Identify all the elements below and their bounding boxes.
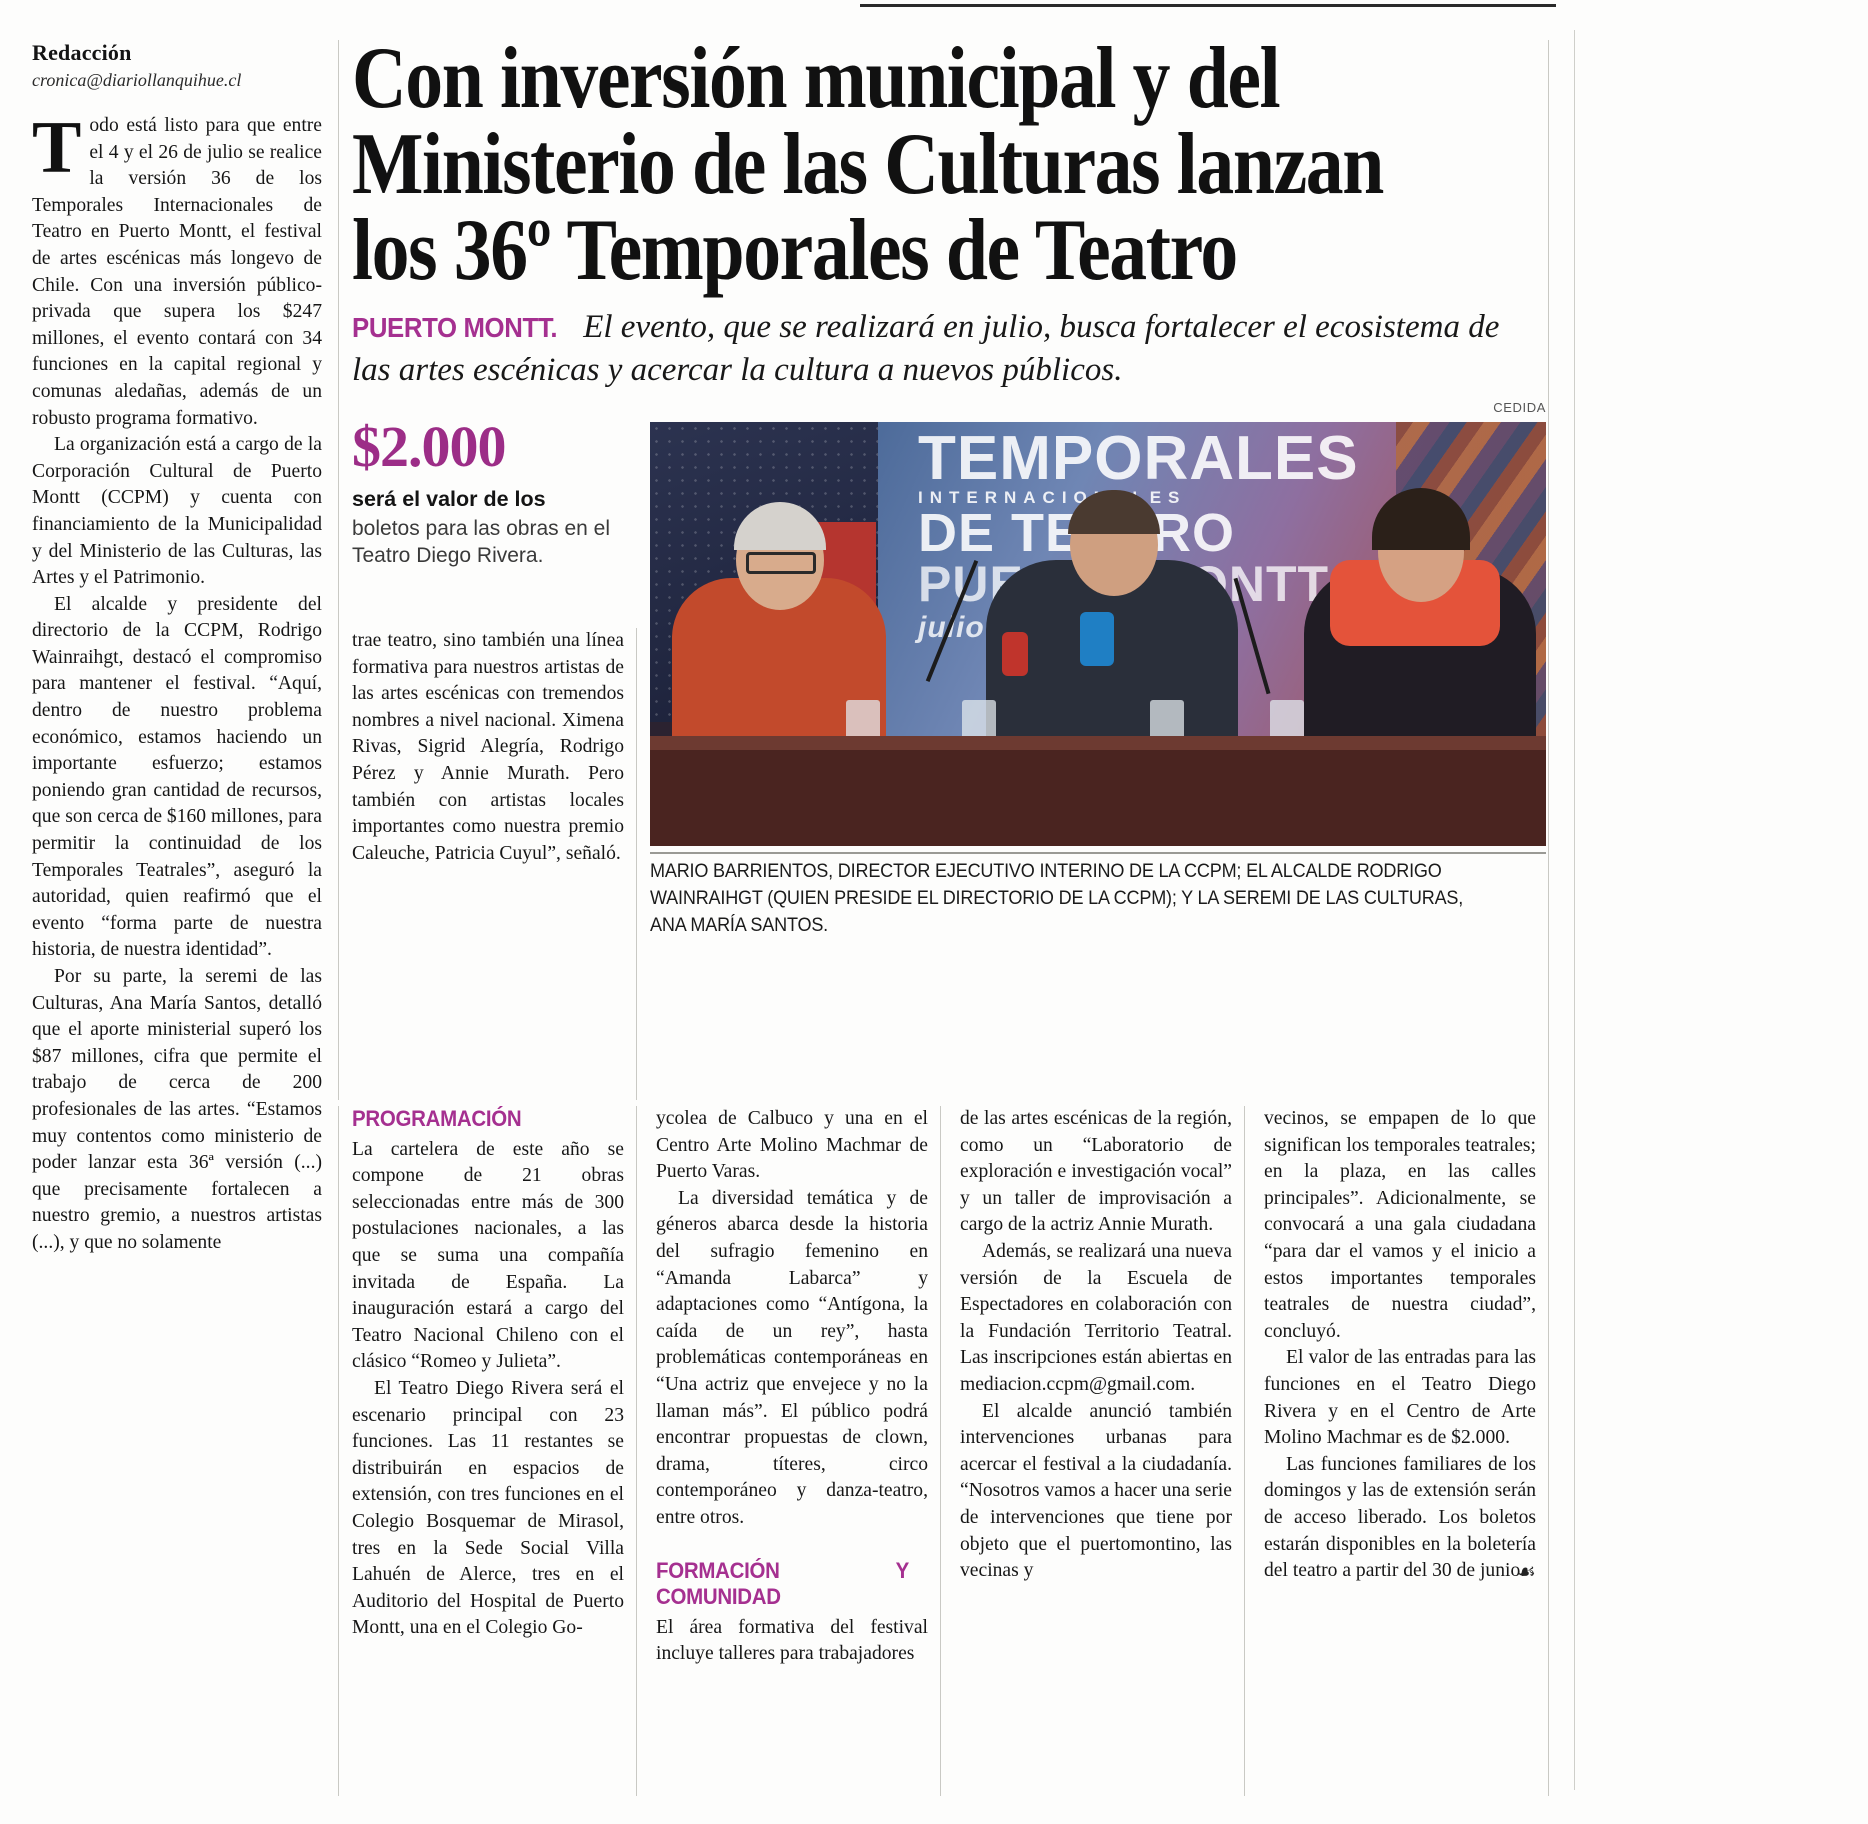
column-rule-2 (636, 628, 637, 1100)
left-column: Redacción cronica@diariollanquihue.cl To… (32, 40, 322, 1257)
article-photo: CEDIDA TEMPORALES INTERNACIONALES DE TEA… (650, 400, 1546, 846)
byline-author: Redacción (32, 40, 132, 65)
article-body-column-1: Todo está listo para que entre el 4 y el… (32, 107, 322, 1257)
microphone-icon (1080, 612, 1114, 666)
microphone-icon (1002, 632, 1028, 676)
column-rule-6 (1244, 1106, 1245, 1796)
lead-text: El evento, que se realizará en julio, bu… (352, 309, 1500, 388)
pullquote-description: boletos para las obras en el Teatro Dieg… (352, 517, 610, 567)
column-rule-1 (338, 40, 339, 1100)
paragraph: Por su parte, la seremi de las Culturas,… (32, 966, 322, 1253)
lower-column-4: vecinos, se empapen de lo que significan… (1264, 1106, 1536, 1668)
adjacent-page-edge (1556, 0, 1868, 1824)
lower-columns: PROGRAMACIÓN La cartelera de este año se… (352, 1106, 1848, 1668)
lower-column-1: PROGRAMACIÓN La cartelera de este año se… (352, 1106, 624, 1668)
lower-column-2: ycolea de Calbuco y una en el Centro Art… (656, 1106, 928, 1668)
column-rule-7 (1548, 40, 1549, 1796)
headline-line-1: Con inversión municipal y del (352, 30, 1281, 127)
headline-line-2: Ministerio de las Culturas lanzan (352, 116, 1384, 213)
paragraph: Además, se realizará una nueva versión d… (960, 1240, 1232, 1395)
page-top-rule (0, 0, 1868, 18)
lead-paragraph: PUERTO MONTT. El evento, que se realizar… (352, 306, 1542, 392)
end-mark-icon: ☙ (1516, 1558, 1536, 1584)
paragraph: Las funciones familiares de los domingos… (1264, 1453, 1536, 1582)
dateline: PUERTO MONTT. (352, 312, 558, 343)
column-rule-5 (940, 1106, 941, 1796)
pullquote-amount: $2.000 (352, 414, 507, 479)
paragraph: El alcalde anunció también intervencione… (960, 1400, 1232, 1582)
paragraph: La diversidad temática y de géneros abar… (656, 1187, 928, 1528)
paragraph: El área formativa del festival incluye t… (656, 1616, 928, 1665)
pullquote: $2.000 será el valor de los boletos para… (352, 418, 618, 569)
paragraph: La cartelera de este año se compone de 2… (352, 1138, 624, 1373)
article-body-column-2-upper: trae teatro, sino también una línea form… (352, 628, 624, 867)
paragraph: vecinos, se empapen de lo que significan… (1264, 1108, 1536, 1342)
photo-table-top (650, 736, 1546, 750)
poster-line-1: TEMPORALES (918, 424, 1359, 493)
column-rule-4 (636, 1106, 637, 1796)
photo-image: TEMPORALES INTERNACIONALES DE TEATRO PUE… (650, 422, 1546, 846)
paragraph: trae teatro, sino también una línea form… (352, 630, 624, 864)
section-subhead-formacion: FORMACIÓN Y COMUNIDAD (656, 1557, 909, 1610)
paragraph: El Teatro Diego Rivera será el escenario… (352, 1377, 624, 1639)
section-subhead-programacion: PROGRAMACIÓN (352, 1106, 522, 1131)
paragraph: Todo está listo para que entre el 4 y el… (32, 107, 322, 429)
photo-person-1-glasses (746, 552, 816, 574)
photo-credit: CEDIDA (1493, 400, 1546, 415)
edge-rule (1574, 30, 1575, 1790)
headline: Con inversión municipal y del Ministerio… (352, 30, 1384, 299)
paragraph: La organización está a cargo de la Corpo… (32, 434, 322, 589)
paragraph: El alcalde y presidente del directorio d… (32, 593, 322, 961)
caption-rule (650, 852, 1546, 854)
spacer (656, 1532, 928, 1558)
page-title: Con inversión municipal y del Ministerio… (352, 30, 1542, 299)
paragraph: El valor de las entradas para las funcio… (1264, 1347, 1536, 1449)
paragraph: ycolea de Calbuco y una en el Centro Art… (656, 1108, 928, 1183)
photo-table (650, 750, 1546, 846)
lower-column-3: de las artes escénicas de la región, com… (960, 1106, 1232, 1668)
byline-email: cronica@diariollanquihue.cl (32, 70, 242, 90)
headline-line-3: los 36º Temporales de Teatro (352, 202, 1238, 299)
column-rule-3 (338, 1106, 339, 1796)
pullquote-subhead: será el valor de los (352, 487, 546, 511)
paragraph: de las artes escénicas de la región, com… (960, 1108, 1232, 1236)
photo-caption: MARIO BARRIENTOS, DIRECTOR EJECUTIVO INT… (650, 861, 1464, 936)
top-rule-line (860, 4, 1850, 7)
